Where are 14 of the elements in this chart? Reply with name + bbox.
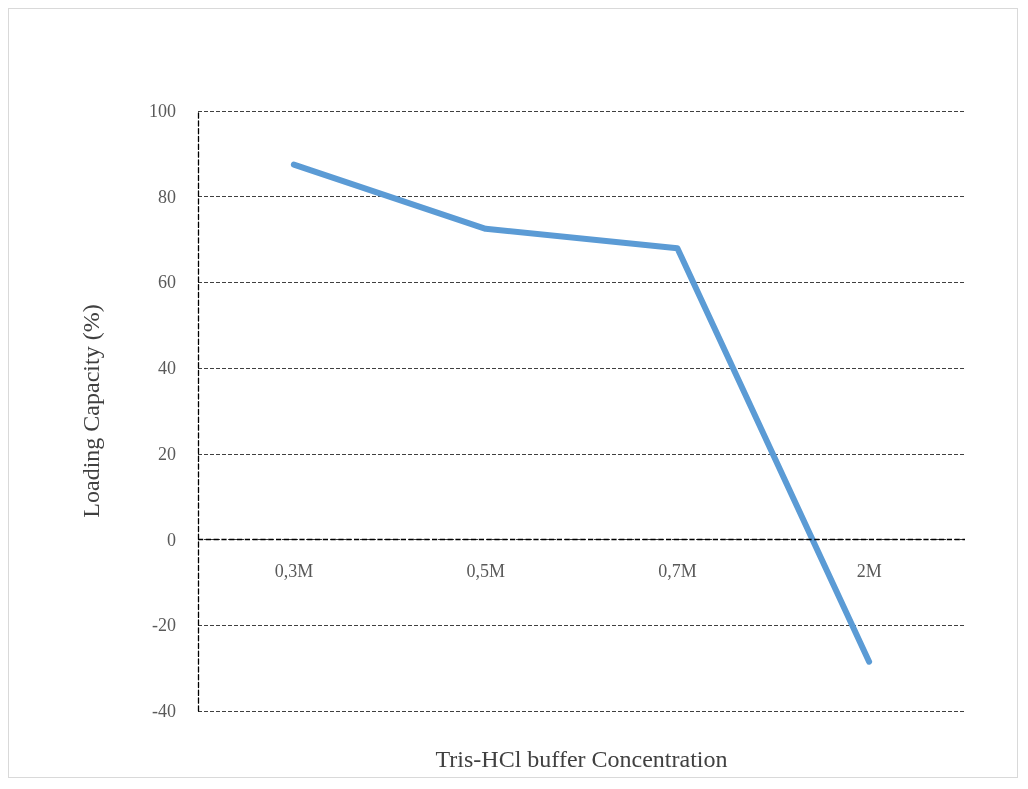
y-tick-label: 0: [167, 529, 176, 550]
x-axis-title: Tris-HCl buffer Concentration: [435, 746, 728, 772]
y-tick-label: -20: [152, 615, 176, 636]
y-tick-label: -40: [152, 701, 176, 721]
y-axis-title: Loading Capacity (%): [78, 304, 104, 518]
x-tick-label: 0,3M: [274, 560, 314, 581]
y-tick-label: 40: [158, 358, 176, 379]
y-tick-label: 20: [158, 443, 176, 464]
x-tick-label: 2M: [856, 560, 882, 581]
x-tick-label: 0,5M: [466, 560, 505, 581]
y-tick-label: 60: [158, 272, 176, 293]
y-tick-label: 80: [158, 186, 176, 207]
x-tick-label: 0,7M: [658, 560, 697, 581]
y-tick-label: 100: [149, 101, 176, 121]
